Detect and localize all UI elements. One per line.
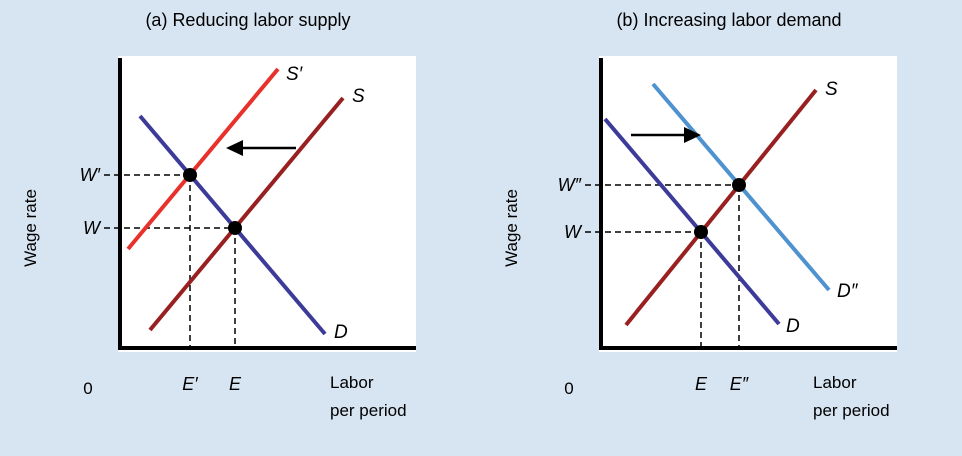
- supply-curve: [624, 88, 818, 327]
- panel-b-title: (b) Increasing labor demand: [616, 10, 841, 30]
- x-axis-label-line1: Labor: [813, 373, 857, 392]
- equilibrium-point-new: [183, 168, 197, 182]
- supply-shifted-label: S′: [286, 64, 304, 85]
- y-axis-label: Wage rate: [21, 189, 40, 267]
- demand-label: D: [334, 322, 348, 343]
- panel-a-title: (a) Reducing labor supply: [145, 10, 350, 30]
- shift-right-arrow-icon: [684, 127, 701, 143]
- origin-label: 0: [83, 379, 92, 398]
- panel-increasing-labor-demand: (b) Increasing labor demand S D D″ W″ W …: [502, 10, 897, 420]
- axes: [118, 58, 416, 350]
- supply-curve: [148, 96, 345, 332]
- equilibrium-point-new: [732, 178, 746, 192]
- wage-new-label: W′: [80, 165, 101, 185]
- wage-initial-label: W: [83, 218, 102, 238]
- y-axis-label: Wage rate: [502, 189, 521, 267]
- wage-initial-label: W: [564, 222, 583, 242]
- panel-reducing-labor-supply: (a) Reducing labor supply S′ S D W′ W E′…: [21, 10, 416, 420]
- x-axis-label-line2: per period: [330, 401, 407, 420]
- x-axis-label-line2: per period: [813, 401, 890, 420]
- wage-new-label: W″: [558, 175, 582, 195]
- supply-label: S: [825, 79, 838, 100]
- equilibrium-point-initial: [228, 221, 242, 235]
- demand-label: D: [786, 316, 800, 337]
- plot-area: [118, 56, 416, 352]
- shift-left-arrow-icon: [226, 140, 243, 156]
- origin-label: 0: [564, 379, 573, 398]
- plot-area: [599, 56, 897, 352]
- x-axis-label-line1: Labor: [330, 373, 374, 392]
- equilibrium-point-initial: [694, 225, 708, 239]
- employment-new-label: E″: [730, 374, 749, 394]
- demand-curve: [603, 117, 781, 326]
- supply-label: S: [352, 86, 365, 107]
- employment-initial-label: E: [695, 374, 708, 394]
- supply-shifted-curve: [126, 67, 280, 251]
- demand-shifted-label: D″: [837, 281, 859, 302]
- employment-initial-label: E: [229, 374, 242, 394]
- axes: [599, 58, 897, 350]
- employment-new-label: E′: [182, 374, 198, 394]
